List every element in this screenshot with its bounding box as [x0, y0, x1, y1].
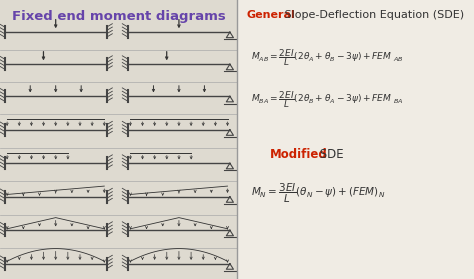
Text: $M_{AB} = \dfrac{2EI}{L}(2\theta_A+\theta_B-3\psi)+ FEM\ _{AB}$: $M_{AB} = \dfrac{2EI}{L}(2\theta_A+\thet…: [251, 47, 404, 68]
Text: $M_N = \dfrac{3EI}{L}(\theta_N-\psi)+(FEM)_N$: $M_N = \dfrac{3EI}{L}(\theta_N-\psi)+(FE…: [251, 181, 385, 205]
Text: $M_{BA} = \dfrac{2EI}{L}(2\theta_B+\theta_A-3\psi)+ FEM\ _{BA}$: $M_{BA} = \dfrac{2EI}{L}(2\theta_B+\thet…: [251, 89, 404, 110]
Text: Fixed end moment diagrams: Fixed end moment diagrams: [12, 10, 225, 23]
Text: General: General: [246, 10, 295, 20]
Text: Modified: Modified: [270, 148, 328, 161]
Text: SDE: SDE: [316, 148, 344, 161]
FancyBboxPatch shape: [0, 0, 237, 279]
FancyBboxPatch shape: [237, 0, 474, 279]
Text: Slope-Deflection Equation (SDE): Slope-Deflection Equation (SDE): [281, 10, 464, 20]
